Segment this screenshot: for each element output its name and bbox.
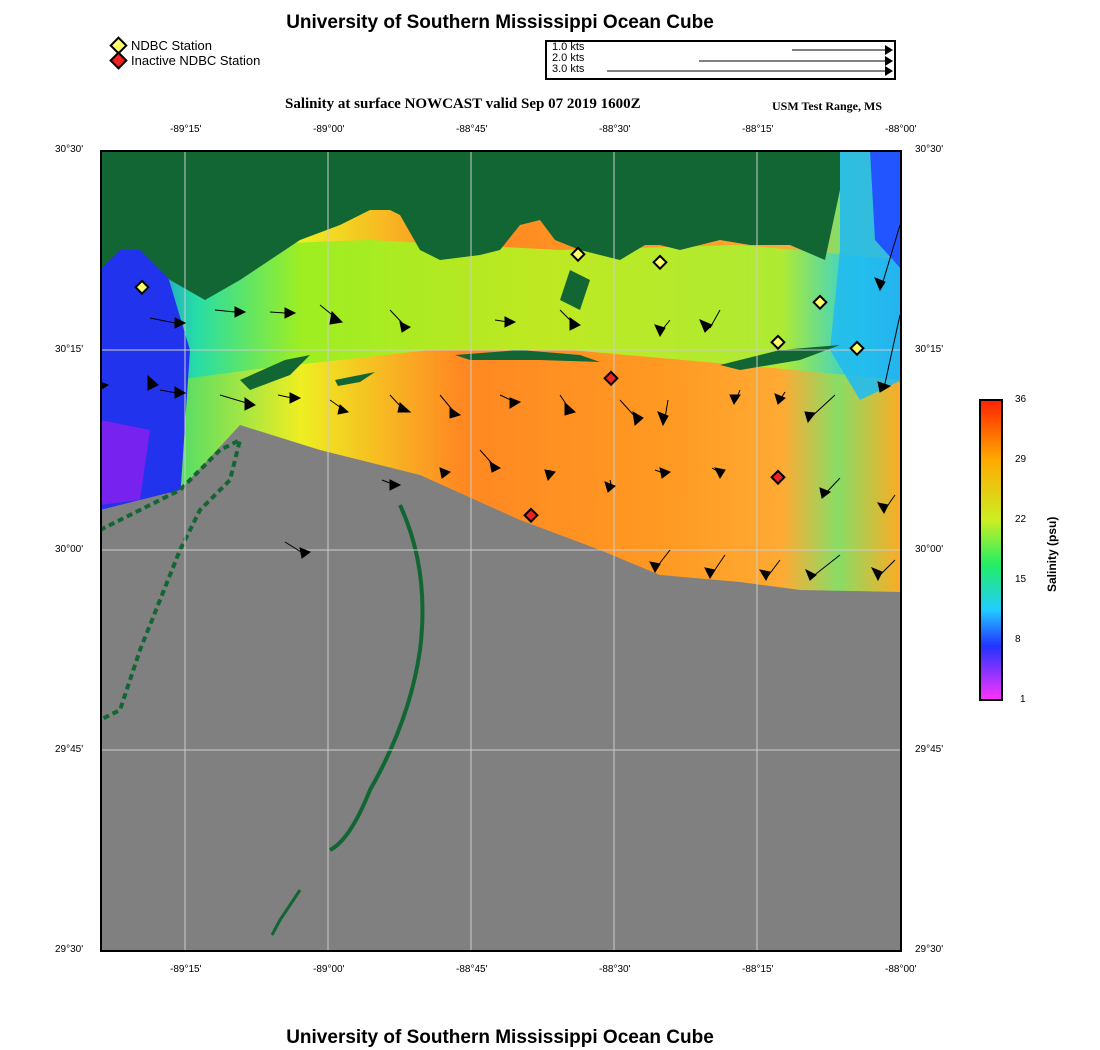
- inactive-station-marker[interactable]: [770, 469, 786, 486]
- lat-label-right: 30°30': [915, 144, 944, 155]
- active-station-marker[interactable]: [770, 334, 786, 351]
- inactive-station-marker[interactable]: [523, 507, 539, 524]
- active-station-marker[interactable]: [134, 279, 150, 296]
- lat-label-left: 29°30': [55, 944, 84, 955]
- lat-label-left: 30°15': [55, 344, 84, 355]
- lat-label-right: 29°45': [915, 744, 944, 755]
- colorbar-tick: 29: [1015, 454, 1027, 465]
- station-legend: NDBC Station Inactive NDBC Station: [109, 36, 261, 70]
- lon-label-bottom: -89°00': [313, 964, 345, 975]
- lat-label-left: 30°30': [55, 144, 84, 155]
- lat-label-left: 30°00': [55, 544, 84, 555]
- colorbar-tick: 36: [1015, 394, 1027, 405]
- lon-label-top: -88°00': [885, 124, 917, 135]
- graticule: [100, 150, 902, 952]
- active-station-marker[interactable]: [570, 246, 586, 263]
- colorbar-tick: 15: [1015, 574, 1027, 585]
- colorbar-label: Salinity (psu): [1045, 516, 1059, 592]
- lon-label-top: -89°00': [313, 124, 345, 135]
- lon-label-bottom: -88°15': [742, 964, 774, 975]
- active-station-marker[interactable]: [652, 254, 668, 271]
- stations: [134, 246, 865, 524]
- colorbar: [979, 399, 1003, 701]
- active-station-marker[interactable]: [812, 294, 828, 311]
- map-subtitle: USM Test Range, MS: [772, 99, 883, 113]
- lat-label-right: 29°30': [915, 944, 944, 955]
- lon-label-top: -88°45': [456, 124, 488, 135]
- legend-inactive-label: Inactive NDBC Station: [131, 53, 261, 68]
- lat-label-right: 30°00': [915, 544, 944, 555]
- page-title: University of Southern Mississippi Ocean…: [286, 12, 714, 33]
- lat-label-left: 29°45': [55, 744, 84, 755]
- lon-label-bottom: -88°45': [456, 964, 488, 975]
- lon-label-top: -89°15': [170, 124, 202, 135]
- footer-title: University of Southern Mississippi Ocean…: [286, 1027, 714, 1048]
- map-frame: [100, 150, 902, 952]
- current-arrows: [100, 224, 901, 582]
- legend-active-label: NDBC Station: [131, 38, 212, 53]
- inactive-station-marker[interactable]: [603, 370, 619, 387]
- lon-label-bottom: -88°30': [599, 964, 631, 975]
- legend-inactive-station: Inactive NDBC Station: [109, 51, 261, 70]
- speed-scale-arrows: [607, 45, 893, 76]
- lat-label-right: 30°15': [915, 344, 944, 355]
- inactive-station-icon: [109, 51, 128, 70]
- colorbar-tick: 22: [1015, 514, 1027, 525]
- lon-label-bottom: -89°15': [170, 964, 202, 975]
- lon-label-bottom: -88°00': [885, 964, 917, 975]
- speed-scale-box: 1.0 kts 2.0 kts 3.0 kts: [545, 40, 896, 80]
- colorbar-tick: 1: [1020, 694, 1026, 705]
- lon-label-top: -88°15': [742, 124, 774, 135]
- scale-label-3: 3.0 kts: [552, 63, 585, 75]
- colorbar-tick: 8: [1015, 634, 1021, 645]
- scale-label-2: 2.0 kts: [552, 52, 585, 64]
- salinity-map[interactable]: [100, 150, 902, 952]
- lon-label-top: -88°30': [599, 124, 631, 135]
- scale-label-1: 1.0 kts: [552, 41, 585, 53]
- legend-active-station: NDBC Station: [109, 36, 260, 55]
- map-title: Salinity at surface NOWCAST valid Sep 07…: [285, 96, 641, 112]
- active-station-marker[interactable]: [849, 340, 865, 357]
